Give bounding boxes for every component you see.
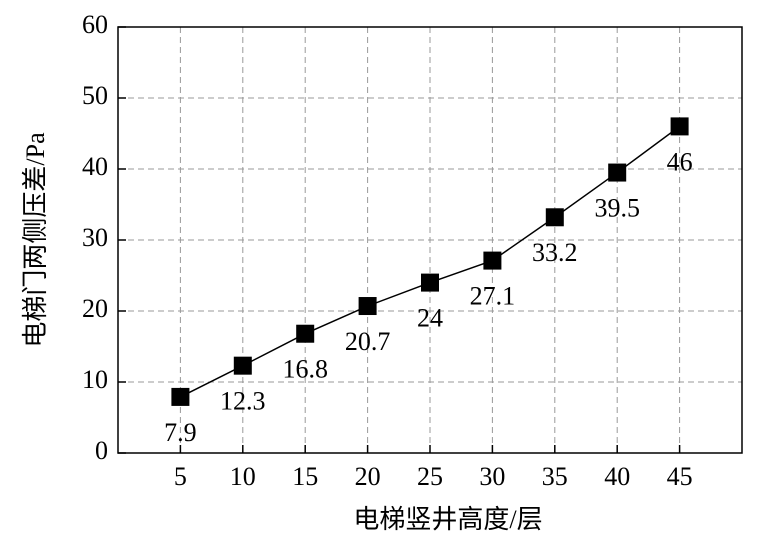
data-label: 16.8 — [282, 355, 328, 384]
x-tick-label: 20 — [355, 462, 381, 491]
y-tick-label: 20 — [82, 294, 108, 323]
x-axis-label: 电梯竖井高度/层 — [353, 505, 542, 534]
marker — [608, 163, 627, 182]
marker — [171, 387, 190, 406]
data-label: 27.1 — [470, 282, 516, 311]
y-tick-label: 50 — [82, 81, 108, 110]
marker — [545, 208, 564, 227]
marker — [483, 251, 502, 270]
marker — [296, 324, 315, 343]
marker — [233, 356, 252, 375]
data-label: 46 — [667, 147, 693, 176]
y-tick-label: 30 — [82, 223, 108, 252]
data-label: 7.9 — [164, 418, 197, 447]
plot-frame — [117, 26, 743, 454]
y-tick-label: 40 — [82, 152, 108, 181]
data-label: 20.7 — [345, 327, 391, 356]
x-tick-label: 35 — [542, 462, 568, 491]
x-tick-label: 5 — [174, 462, 187, 491]
marker — [358, 297, 377, 316]
y-axis-label: 电梯门两侧压差/Pa — [21, 132, 50, 348]
y-tick-label: 10 — [82, 365, 108, 394]
x-tick-label: 40 — [604, 462, 630, 491]
data-label: 12.3 — [220, 387, 266, 416]
x-tick-label: 15 — [292, 462, 318, 491]
marker — [421, 273, 439, 292]
x-tick-label: 25 — [417, 462, 443, 491]
data-label: 24 — [417, 304, 443, 333]
x-tick-label: 45 — [667, 462, 693, 491]
data-label: 33.2 — [532, 238, 578, 267]
x-tick-label: 30 — [479, 462, 505, 491]
x-tick-label: 10 — [230, 462, 256, 491]
marker — [670, 117, 689, 136]
y-tick-label: 60 — [82, 10, 108, 39]
data-label: 39.5 — [594, 194, 640, 223]
y-tick-label: 0 — [95, 436, 108, 465]
